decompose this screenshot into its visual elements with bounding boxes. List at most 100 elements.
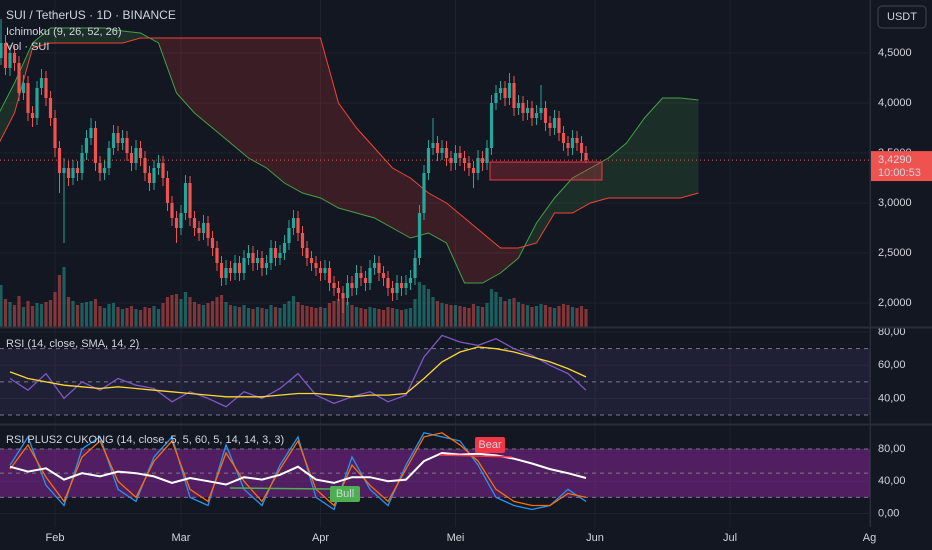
volume-bar xyxy=(57,275,62,327)
volume-bar xyxy=(93,299,98,327)
candle-body xyxy=(39,78,44,88)
x-tick-label: Apr xyxy=(312,532,329,544)
candle-body xyxy=(44,78,48,98)
volume-bar xyxy=(462,307,467,327)
volume-bar xyxy=(516,302,521,327)
volume-bar xyxy=(557,306,561,327)
candle-body xyxy=(282,243,287,253)
candle-body xyxy=(93,128,98,163)
volume-bar xyxy=(561,304,566,327)
candle-body xyxy=(422,173,426,213)
volume-bar xyxy=(323,308,327,327)
candle-body xyxy=(201,223,206,233)
candle-body xyxy=(417,213,422,258)
annotation-label: Bear xyxy=(478,439,502,451)
ichimoku-cloud xyxy=(32,28,51,48)
candle-body xyxy=(102,168,107,173)
candle-body xyxy=(300,233,305,248)
volume-bar xyxy=(332,301,336,327)
candle-body xyxy=(413,258,417,278)
candle-body xyxy=(66,168,71,178)
candle-body xyxy=(354,273,359,288)
volume-bar xyxy=(525,305,530,327)
candle-body xyxy=(503,88,507,98)
volume-bar xyxy=(255,307,260,327)
y-tick-label: 80,00 xyxy=(878,326,906,338)
volume-bar xyxy=(408,308,413,327)
candle-body xyxy=(521,103,525,113)
candle-body xyxy=(471,168,476,173)
ichimoku-cloud xyxy=(680,98,699,198)
candle-body xyxy=(359,273,363,278)
candle-body xyxy=(125,138,129,153)
ichimoku-cloud xyxy=(644,98,663,198)
ichimoku-cloud xyxy=(446,203,465,283)
candle-body xyxy=(48,98,53,118)
volume-bar xyxy=(273,307,278,327)
volume-bar xyxy=(359,308,363,327)
volume-bar xyxy=(0,285,3,327)
volume-bar xyxy=(242,305,246,327)
currency-label[interactable]: USDT xyxy=(887,11,917,23)
candle-body xyxy=(377,263,381,273)
candle-body xyxy=(440,148,444,153)
volume-bar xyxy=(188,297,192,327)
volume-bar xyxy=(395,309,399,327)
volume-bar xyxy=(552,308,557,327)
candle-body xyxy=(183,183,188,213)
candle-body xyxy=(530,108,534,118)
ichimoku-cloud xyxy=(626,118,645,198)
candle-body xyxy=(156,163,161,168)
indicator-title: Vol · SUI xyxy=(6,41,49,53)
volume-bar xyxy=(80,303,84,327)
candle-body xyxy=(480,158,485,163)
candle-body xyxy=(264,263,269,268)
candle-body xyxy=(129,153,134,163)
indicator-line xyxy=(9,432,587,507)
volume-bar xyxy=(494,292,498,327)
candle-body xyxy=(408,278,413,283)
candle-body xyxy=(242,258,246,273)
x-tick-label: Jun xyxy=(586,532,604,544)
order-block xyxy=(489,161,603,181)
y-tick-label: 40,00 xyxy=(878,392,906,404)
candle-body xyxy=(111,133,116,148)
volume-bar xyxy=(30,306,35,327)
candle-body xyxy=(570,138,575,148)
candle-body xyxy=(314,263,318,268)
ichimoku-cloud xyxy=(662,98,681,198)
volume-bar xyxy=(26,301,30,327)
volume-bar xyxy=(386,307,390,327)
candle-body xyxy=(498,88,503,93)
volume-bar xyxy=(170,295,174,327)
volume-bar xyxy=(476,306,480,327)
candle-body xyxy=(84,138,89,153)
candle-body xyxy=(296,218,300,233)
volume-bar xyxy=(570,307,575,327)
bear-divergence-line xyxy=(439,454,513,458)
volume-bar xyxy=(161,303,165,327)
volume-bar xyxy=(413,299,417,327)
y-tick-label: 0,00 xyxy=(878,507,899,519)
volume-bar xyxy=(152,306,156,327)
volume-bar xyxy=(183,292,188,327)
candle-body xyxy=(237,263,242,273)
volume-bar xyxy=(179,299,183,327)
volume-bar xyxy=(102,308,107,327)
candle-body xyxy=(210,238,215,248)
candle-body xyxy=(363,278,368,283)
volume-bar xyxy=(206,303,210,327)
currency-button[interactable] xyxy=(877,5,927,29)
volume-bar xyxy=(404,309,408,327)
volume-bar xyxy=(98,306,102,327)
volume-bar xyxy=(453,305,458,327)
candle-body xyxy=(507,83,512,98)
overlay: 2,00002,50003,00003,50004,00004,500040,0… xyxy=(46,47,932,544)
volume-bar xyxy=(237,307,242,327)
volume-bar xyxy=(111,303,116,327)
volume-bar xyxy=(471,304,476,327)
volume-bar xyxy=(287,301,291,327)
volume-bar xyxy=(156,309,161,327)
volume-bar xyxy=(467,308,471,327)
